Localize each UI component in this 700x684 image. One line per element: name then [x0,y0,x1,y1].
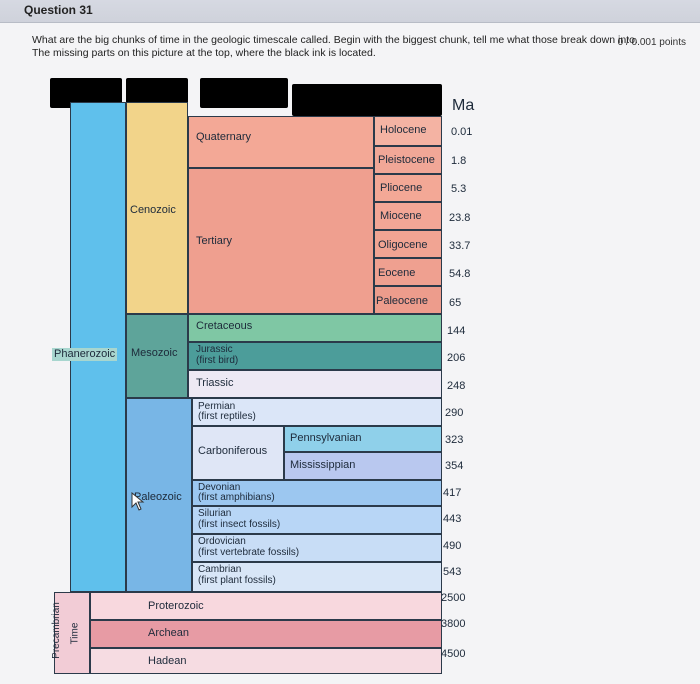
mesozoic-label: Mesozoic [131,347,178,359]
epoch-eocene: Eocene [378,267,416,279]
epoch-holocene: Holocene [380,124,427,136]
epoch-pliocene: Pliocene [380,182,423,194]
triassic-label: Triassic [196,377,234,389]
ma-value: 65 [449,297,462,309]
silurian-note: (first insect fossils) [198,519,281,530]
points-label: 0 / 0.001 points [617,37,686,48]
epoch-miocene-cell [374,202,442,230]
cenozoic-label: Cenozoic [130,204,176,216]
proterozoic-label: Proterozoic [148,600,204,612]
mississippian-cell [284,452,442,480]
ma-value: 443 [443,513,462,525]
redacted-ink-period [200,78,288,108]
tertiary-label: Tertiary [196,235,233,247]
epoch-paleocene: Paleocene [376,295,428,307]
devonian-note: (first amphibians) [198,492,275,503]
epoch-miocene: Miocene [380,210,422,222]
ma-header: Ma [452,97,475,114]
carboniferous-label: Carboniferous [198,445,268,457]
ma-value: 54.8 [449,268,471,280]
ma-value: 144 [447,325,466,337]
quaternary-label: Quaternary [196,131,252,143]
phanerozoic-label: Phanerozoic [52,348,118,361]
redacted-ink-epoch [292,84,442,116]
hadean-cell [90,648,442,674]
epoch-holocene-cell [374,116,442,146]
carboniferous-cell [192,426,284,480]
paleozoic-column [126,398,192,592]
permian-note: (first reptiles) [198,411,256,422]
epoch-pleistocene: Pleistocene [378,154,435,166]
ma-value: 2500 [441,592,466,604]
epoch-paleocene-cell [374,286,442,314]
pennsylvanian-cell [284,426,442,452]
triassic-cell [188,370,442,398]
silurian-cell [192,506,442,534]
paleozoic-label: Paleozoic [134,491,182,503]
ma-value: 248 [447,380,466,392]
ma-value: 323 [445,434,464,446]
epoch-oligocene-cell [374,230,442,258]
jurassic-cell [188,342,442,370]
question-header-bar: Question 31 [0,0,700,23]
hadean-label: Hadean [148,655,187,667]
permian-cell [192,398,442,426]
precambrian-time-label: Time [69,622,81,645]
jurassic-note: (first bird) [196,355,239,366]
cretaceous-label: Cretaceous [196,320,253,332]
question-text: What are the big chunks of time in the g… [32,34,672,60]
ordovician-note: (first vertebrate fossils) [198,547,300,558]
precambrian-column [54,592,90,674]
ordovician-label: Ordovician [198,536,246,547]
epoch-oligocene: Oligocene [378,239,428,251]
cambrian-label: Cambrian [198,564,242,575]
ma-value: 23.8 [449,212,471,224]
ma-value: 5.3 [451,183,467,195]
cenozoic-column [126,102,188,314]
jurassic-label: Jurassic [196,344,233,355]
ma-value: 1.8 [451,155,467,167]
proterozoic-cell [90,592,442,620]
archean-label: Archean [148,627,189,639]
archean-cell [90,620,442,648]
cambrian-note: (first plant fossils) [198,575,276,586]
ma-value: 354 [445,460,464,472]
question-number: Question 31 [24,3,93,17]
devonian-label: Devonian [198,482,241,493]
precambrian-label: Precambrian [50,602,62,659]
tertiary-cell [188,168,374,314]
phanerozoic-column [70,102,126,592]
pennsylvanian-label: Pennsylvanian [290,432,362,444]
epoch-pleistocene-cell [374,146,442,174]
silurian-label: Silurian [198,508,232,519]
cretaceous-cell [188,314,442,342]
ma-value: 0.01 [451,126,473,138]
mesozoic-column [126,314,188,398]
ma-value: 3800 [441,618,466,630]
question-text-line-1: What are the big chunks of time in the g… [32,34,638,46]
devonian-cell [192,480,442,506]
cambrian-cell [192,562,442,592]
ma-value: 290 [445,407,464,419]
mississippian-label: Mississippian [290,459,356,471]
ma-value: 206 [447,352,466,364]
epoch-pliocene-cell [374,174,442,202]
ma-value: 543 [443,566,462,578]
ordovician-cell [192,534,442,562]
epoch-eocene-cell [374,258,442,286]
ma-value: 4500 [441,648,466,660]
mouse-cursor-icon [131,492,145,511]
permian-label: Permian [198,401,236,412]
quaternary-cell [188,116,374,168]
question-text-line-2: The missing parts on this picture at the… [32,47,376,59]
ma-value: 33.7 [449,240,471,252]
ma-value: 490 [443,540,462,552]
ma-value: 417 [443,487,462,499]
